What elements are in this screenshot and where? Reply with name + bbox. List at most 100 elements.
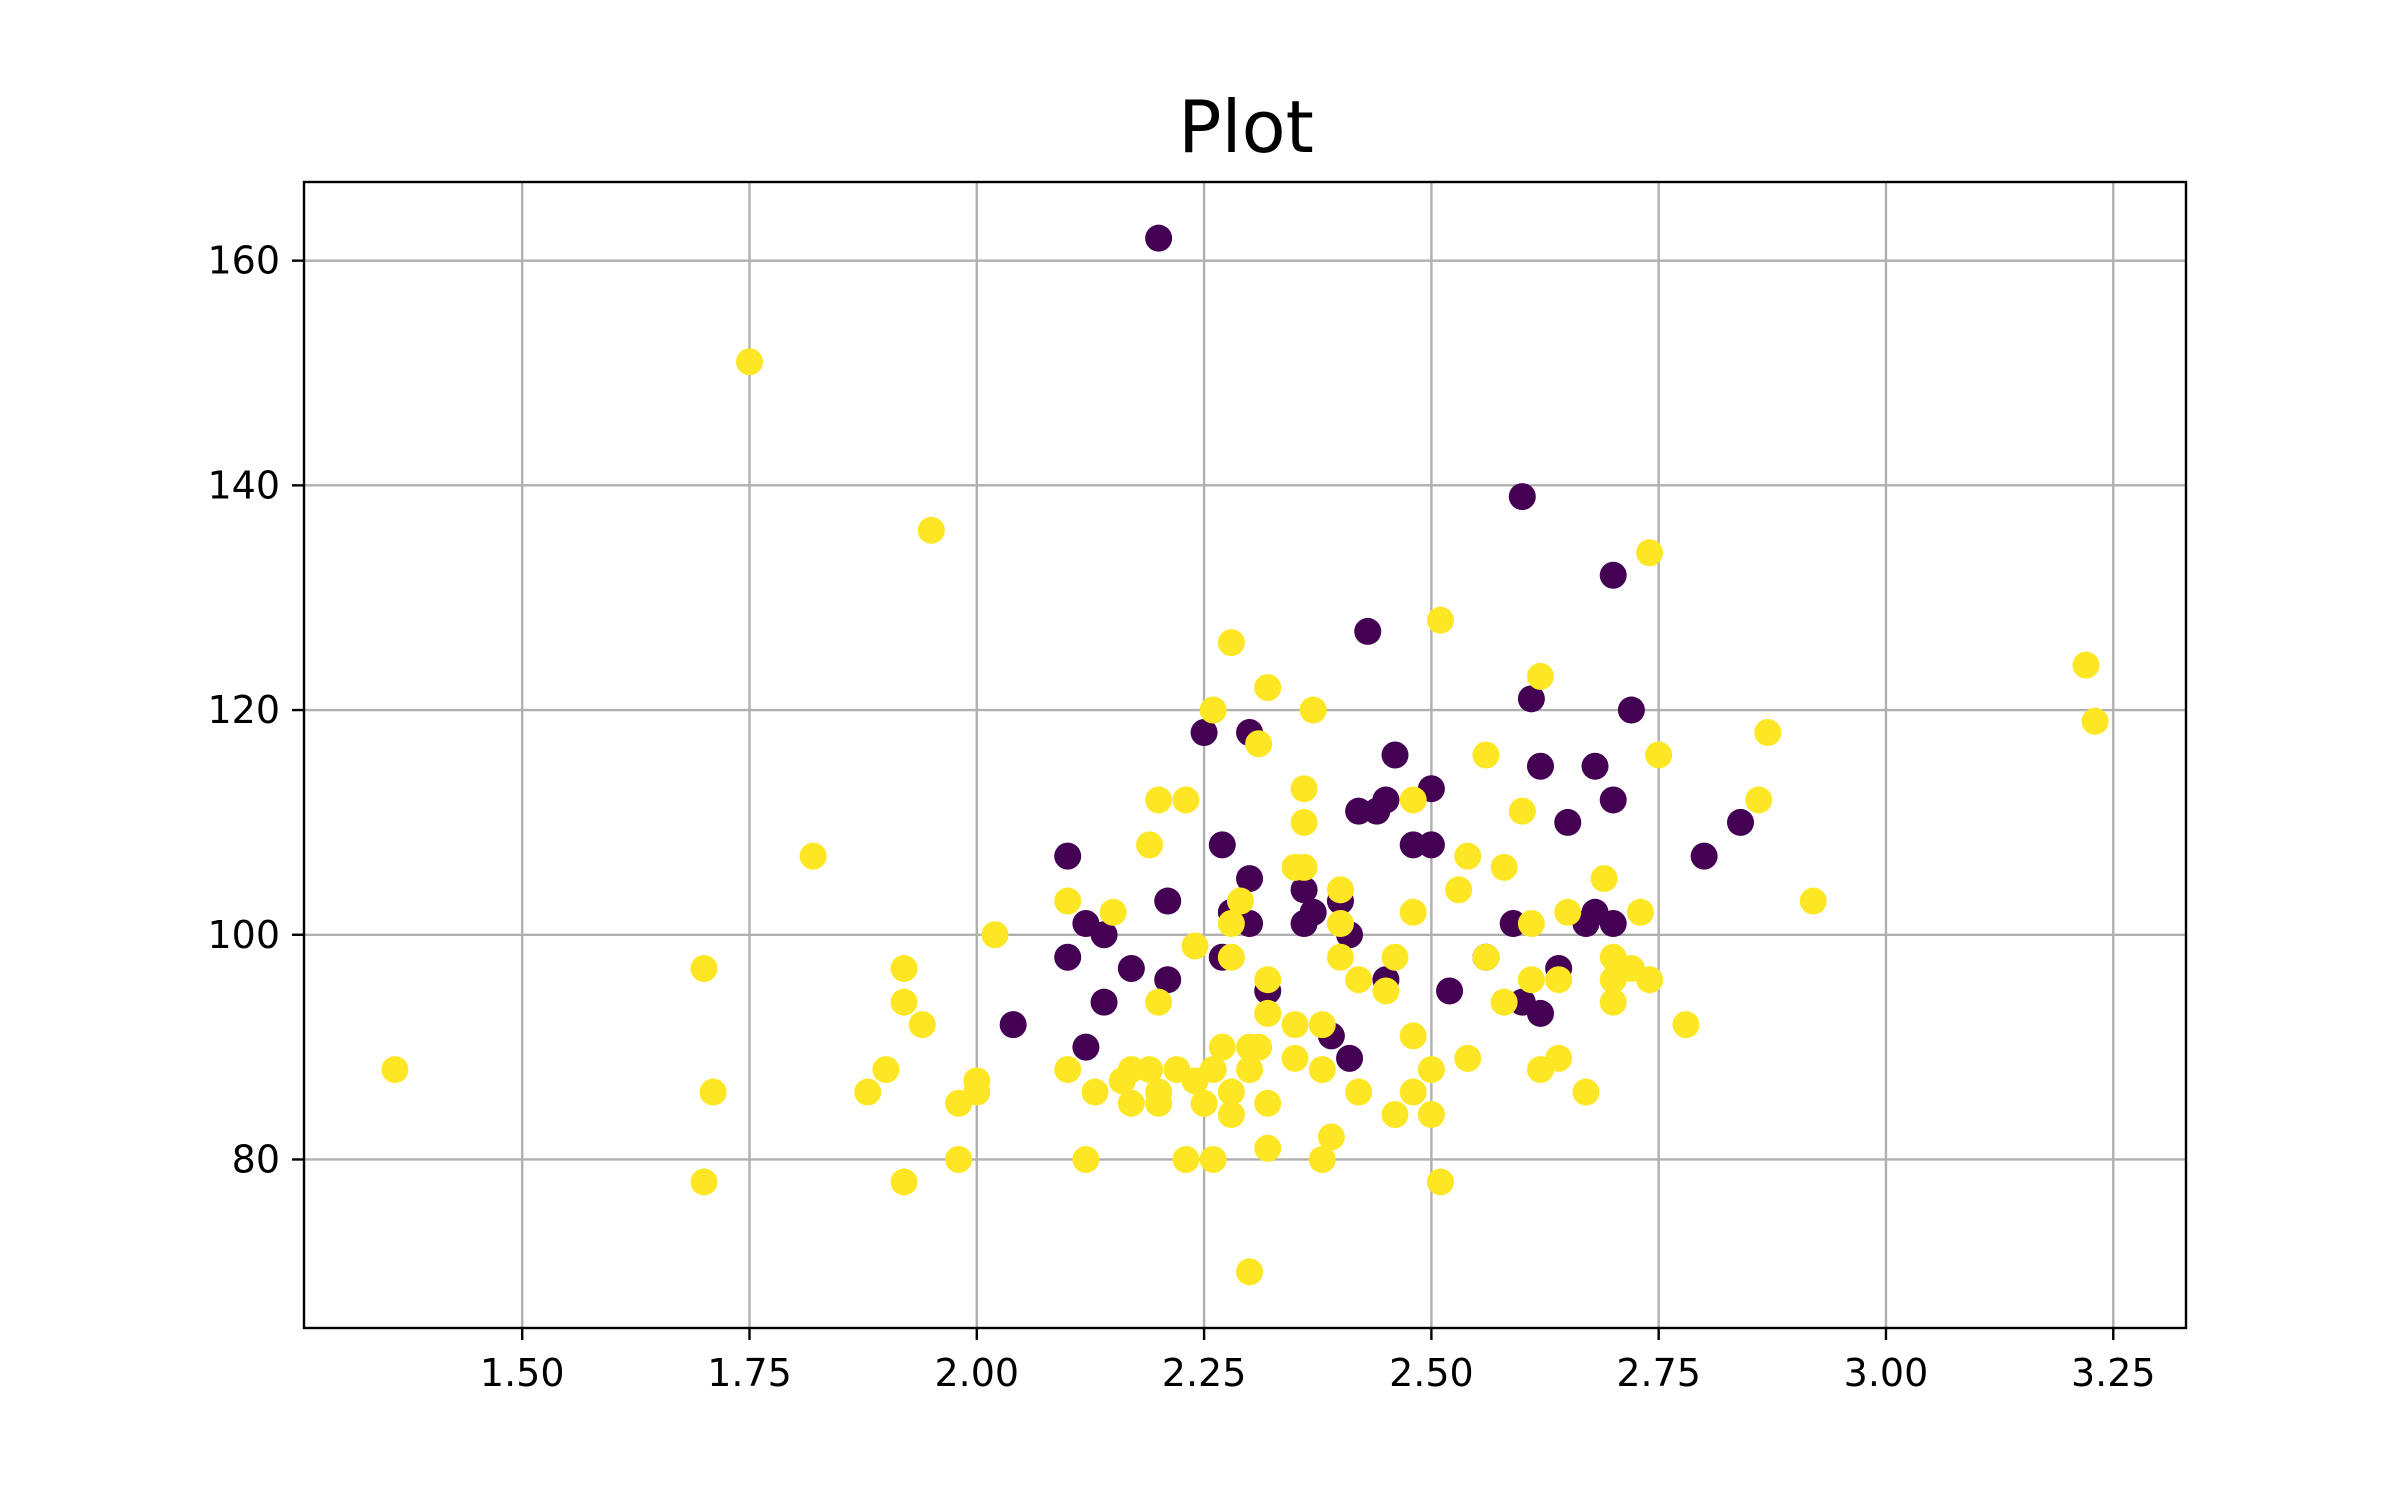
data-point	[1381, 1101, 1409, 1129]
data-point	[1381, 741, 1409, 769]
data-point	[1599, 910, 1627, 938]
chart-title: Plot	[1178, 85, 1314, 169]
data-point	[1254, 966, 1282, 994]
data-point	[1236, 865, 1264, 893]
data-point	[1181, 1067, 1209, 1095]
data-point	[735, 348, 763, 376]
data-point	[1381, 943, 1409, 971]
data-point	[1754, 719, 1782, 747]
data-point	[1317, 1123, 1345, 1151]
data-point	[1154, 966, 1182, 994]
data-point	[1054, 842, 1082, 870]
data-point	[1136, 1056, 1164, 1084]
data-point	[1108, 1067, 1136, 1095]
y-tick-label: 140	[207, 463, 280, 507]
data-point	[1090, 988, 1118, 1016]
data-point	[999, 1011, 1027, 1039]
x-tick-label: 2.00	[934, 1351, 1019, 1395]
data-point	[1172, 786, 1200, 814]
data-point	[1572, 1078, 1600, 1106]
data-point	[1745, 786, 1773, 814]
x-tick-label: 2.25	[1162, 1351, 1247, 1395]
data-point	[1236, 1056, 1264, 1084]
data-point	[1508, 483, 1536, 511]
data-point	[1426, 606, 1454, 634]
data-point	[1599, 988, 1627, 1016]
data-point	[1490, 988, 1518, 1016]
data-point	[1526, 999, 1554, 1027]
data-point	[1399, 786, 1427, 814]
data-point	[1526, 1056, 1554, 1084]
data-point	[1326, 910, 1354, 938]
data-point	[1690, 842, 1718, 870]
data-point	[1254, 1089, 1282, 1117]
data-point	[1208, 1033, 1236, 1061]
data-point	[1299, 696, 1327, 724]
data-point	[854, 1078, 882, 1106]
data-point	[1290, 808, 1318, 836]
data-point	[1581, 752, 1609, 780]
data-point	[1554, 898, 1582, 926]
x-tick-label: 1.50	[480, 1351, 565, 1395]
data-point	[2081, 707, 2109, 735]
data-point	[1226, 887, 1254, 915]
data-point	[1308, 1056, 1336, 1084]
y-tick-label: 100	[207, 913, 280, 957]
data-point	[1117, 954, 1145, 982]
data-point	[1599, 966, 1627, 994]
data-point	[1117, 1089, 1145, 1117]
data-point	[1490, 853, 1518, 881]
data-point	[690, 1168, 718, 1196]
data-point	[917, 516, 945, 544]
x-tick-label: 3.25	[2071, 1351, 2156, 1395]
data-point	[1417, 1101, 1445, 1129]
data-point	[1145, 786, 1173, 814]
data-point	[1727, 808, 1755, 836]
data-point	[2072, 651, 2100, 679]
data-point	[1145, 224, 1173, 252]
data-point	[1281, 1044, 1309, 1072]
data-point	[945, 1145, 973, 1173]
data-point	[1054, 1056, 1082, 1084]
data-point	[1617, 696, 1645, 724]
data-point	[1136, 831, 1164, 859]
x-tick-label: 3.00	[1844, 1351, 1929, 1395]
data-point	[690, 954, 718, 982]
x-tick-label: 2.50	[1389, 1351, 1474, 1395]
data-point	[1090, 921, 1118, 949]
data-point	[1199, 1145, 1227, 1173]
data-point	[1099, 898, 1127, 926]
data-point	[1326, 943, 1354, 971]
data-point	[1645, 741, 1673, 769]
data-point	[1345, 966, 1373, 994]
data-point	[1799, 887, 1827, 915]
data-point	[1354, 617, 1382, 645]
data-point	[1172, 1145, 1200, 1173]
x-tick-label: 2.75	[1616, 1351, 1701, 1395]
x-axis: 1.50 1.75 2.00 2.25 2.50 2.75 3.00 3.25	[480, 1328, 2156, 1395]
data-point	[1217, 629, 1245, 657]
data-point	[1154, 887, 1182, 915]
data-point	[1336, 1044, 1364, 1072]
data-point	[1290, 910, 1318, 938]
data-point	[1399, 1022, 1427, 1050]
data-point	[1181, 932, 1209, 960]
data-point	[1072, 1033, 1100, 1061]
data-point	[1217, 1078, 1245, 1106]
data-point	[1526, 662, 1554, 690]
data-point	[1417, 1056, 1445, 1084]
data-point	[1145, 1089, 1173, 1117]
data-point	[1072, 1145, 1100, 1173]
data-point	[1245, 1033, 1273, 1061]
data-point	[1254, 999, 1282, 1027]
data-point	[1054, 943, 1082, 971]
data-point	[1290, 876, 1318, 904]
data-point	[908, 1011, 936, 1039]
y-tick-label: 80	[232, 1137, 280, 1181]
data-point	[1308, 1011, 1336, 1039]
data-point	[1672, 1011, 1700, 1039]
data-point	[1254, 674, 1282, 702]
data-point	[1590, 865, 1618, 893]
data-point	[890, 1168, 918, 1196]
